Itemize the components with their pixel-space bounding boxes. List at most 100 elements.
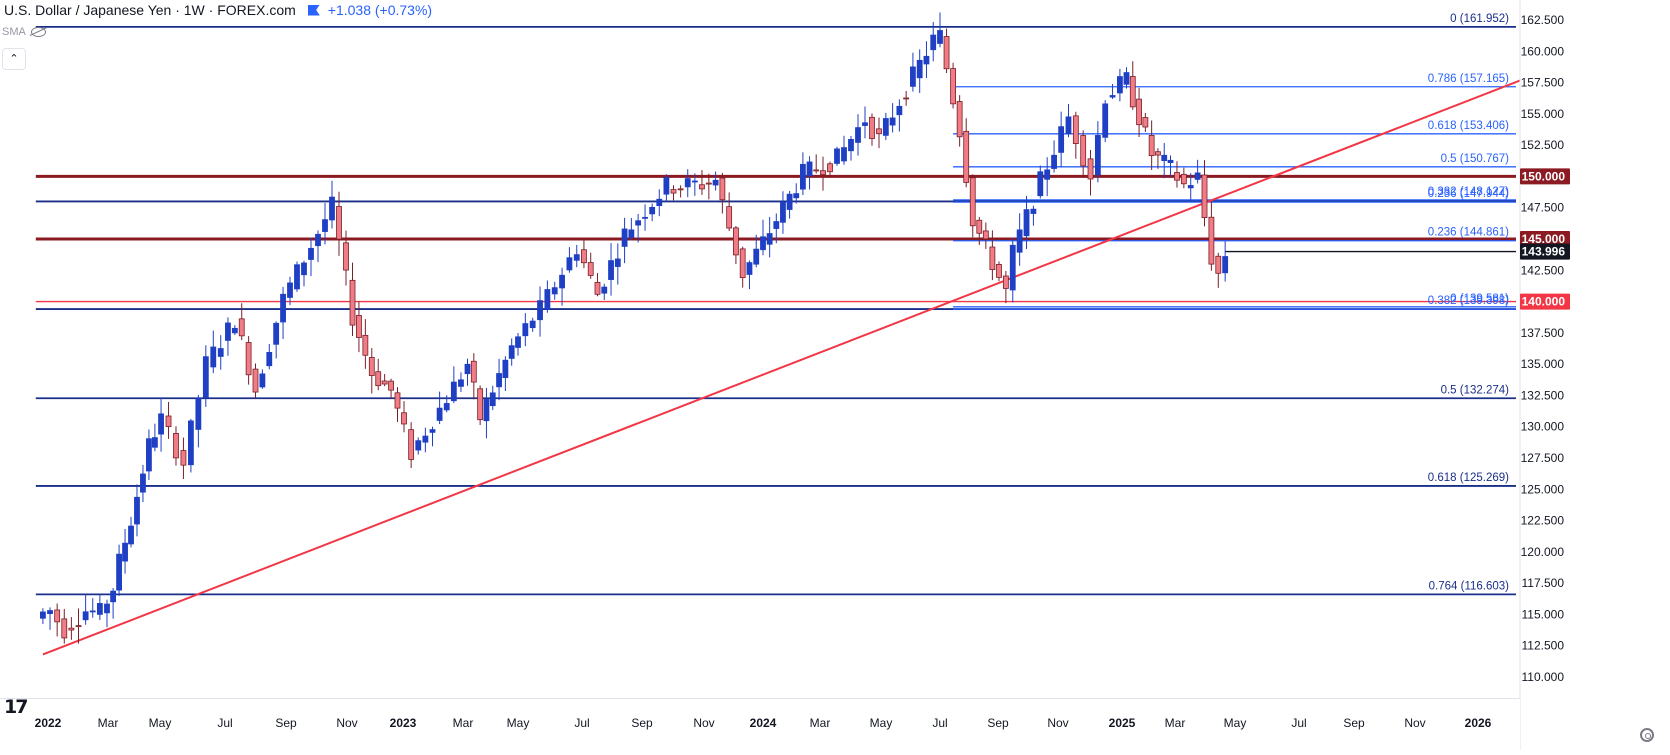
chevron-up-icon: ⌃ <box>9 53 19 65</box>
candle-body <box>489 392 496 407</box>
candle-body <box>587 262 594 276</box>
candle-body <box>110 590 117 603</box>
time-tick-label: Jul <box>574 716 589 730</box>
candle-body <box>375 371 382 387</box>
price-tick-label: 130.000 <box>1521 420 1565 434</box>
candle-body <box>656 198 663 207</box>
price-tick-label: 127.500 <box>1521 451 1565 465</box>
candle-body <box>1187 185 1194 189</box>
candle-body <box>1009 244 1016 291</box>
candle-body <box>508 345 515 359</box>
price-tick-label: 157.500 <box>1521 76 1565 90</box>
time-tick-label: Mar <box>453 716 474 730</box>
trendline <box>42 69 1547 656</box>
indicator-name[interactable]: SMA <box>2 26 26 38</box>
candle-body <box>684 178 691 188</box>
candle-body <box>238 318 245 337</box>
candle-body <box>1023 209 1030 237</box>
price-tick-label: 122.500 <box>1521 514 1565 528</box>
candle-body <box>231 327 238 334</box>
candle-body <box>401 412 407 425</box>
candle-body <box>726 206 733 229</box>
candle-body <box>322 219 328 232</box>
candle-body <box>1117 76 1123 94</box>
candle-body <box>394 392 401 409</box>
symbol-legend[interactable]: U.S. Dollar / Japanese Yen · 1W · FOREX.… <box>4 2 432 18</box>
time-axis[interactable]: 2022 Mar May Jul Sep Nov 2023 Mar May Jul Sep Nov 20… <box>0 698 1520 750</box>
candle-body <box>140 473 146 493</box>
candle-body <box>128 525 134 545</box>
indicator-legend[interactable]: SMA <box>2 26 46 38</box>
price-axis[interactable]: 162.500 160.000 157.500 155.000 152.500 150.0… <box>1519 0 1670 750</box>
fib-level-label: 0 (161.952) <box>1450 13 1509 25</box>
time-tick-label: Jul <box>1291 716 1306 730</box>
candle-body <box>173 432 179 459</box>
price-tick-label: 125.000 <box>1521 482 1565 496</box>
candle-body <box>388 380 394 391</box>
symbol-title[interactable]: U.S. Dollar / Japanese Yen · 1W · FOREX.… <box>4 2 296 18</box>
candle-body <box>705 182 712 185</box>
candle-body <box>1161 154 1168 161</box>
candle-body <box>841 147 847 162</box>
trendline-layer <box>42 69 1547 656</box>
candle-body <box>773 221 780 229</box>
candle-body <box>522 323 529 337</box>
candle-body <box>450 381 457 402</box>
candle-body <box>496 373 502 388</box>
candle-body <box>976 219 983 234</box>
price-change: +1.038 (+0.73%) <box>327 2 433 18</box>
candle-body <box>614 258 621 267</box>
price-tick-label: 112.500 <box>1522 639 1565 653</box>
candle-body <box>1123 72 1130 85</box>
candle-body <box>217 348 224 357</box>
candle-body <box>996 264 1002 278</box>
candle-body <box>464 363 471 375</box>
candle-body <box>477 388 484 421</box>
time-tick-label: May <box>1224 716 1247 730</box>
time-tick-label: 2024 <box>750 716 777 730</box>
time-tick-label: May <box>507 716 530 730</box>
candle-body <box>950 68 956 105</box>
candle-body <box>1109 95 1116 98</box>
candle-body <box>719 177 726 201</box>
eye-crossed-icon[interactable] <box>30 27 46 37</box>
fib-level-label: 0.236 (144.861) <box>1428 227 1509 239</box>
candle-body <box>315 233 321 247</box>
candle-body <box>746 262 753 275</box>
candle-body <box>1080 135 1087 167</box>
candle-body <box>515 336 521 348</box>
candle-body <box>691 180 698 183</box>
time-tick-label: Nov <box>1404 716 1425 730</box>
candle-body <box>649 206 656 215</box>
gear-icon[interactable] <box>1640 728 1654 742</box>
collapse-legend-button[interactable]: ⌃ <box>2 48 26 70</box>
price-label-box <box>1520 168 1570 185</box>
time-tick-label: Nov <box>336 716 357 730</box>
tradingview-logo[interactable]: 17 <box>4 696 28 718</box>
price-tick-label: 147.500 <box>1521 201 1565 215</box>
candle-body <box>677 188 684 191</box>
time-tick-label: Nov <box>693 716 714 730</box>
candle-body <box>663 177 670 195</box>
candle-body <box>566 257 573 271</box>
fib-level-label: 0.618 (125.269) <box>1428 472 1509 484</box>
fib-level-label: 0.382 (148.127) <box>1428 186 1509 198</box>
candle-body <box>896 105 903 116</box>
candle-body <box>813 169 820 172</box>
candle-body <box>635 220 642 226</box>
candle-body <box>1208 216 1215 265</box>
time-tick-label: Jul <box>217 716 232 730</box>
time-axis-background <box>0 698 1520 750</box>
candle-body <box>266 352 273 367</box>
candle-body <box>75 625 82 628</box>
candle-body <box>559 274 565 289</box>
candle-body <box>96 603 103 615</box>
candle-body <box>422 435 429 443</box>
fib-level-label: 0.786 (157.165) <box>1428 73 1509 85</box>
flag-icon[interactable] <box>307 4 320 16</box>
fib-level-label: 0.5 (132.274) <box>1441 384 1510 396</box>
candle-body <box>180 450 187 466</box>
